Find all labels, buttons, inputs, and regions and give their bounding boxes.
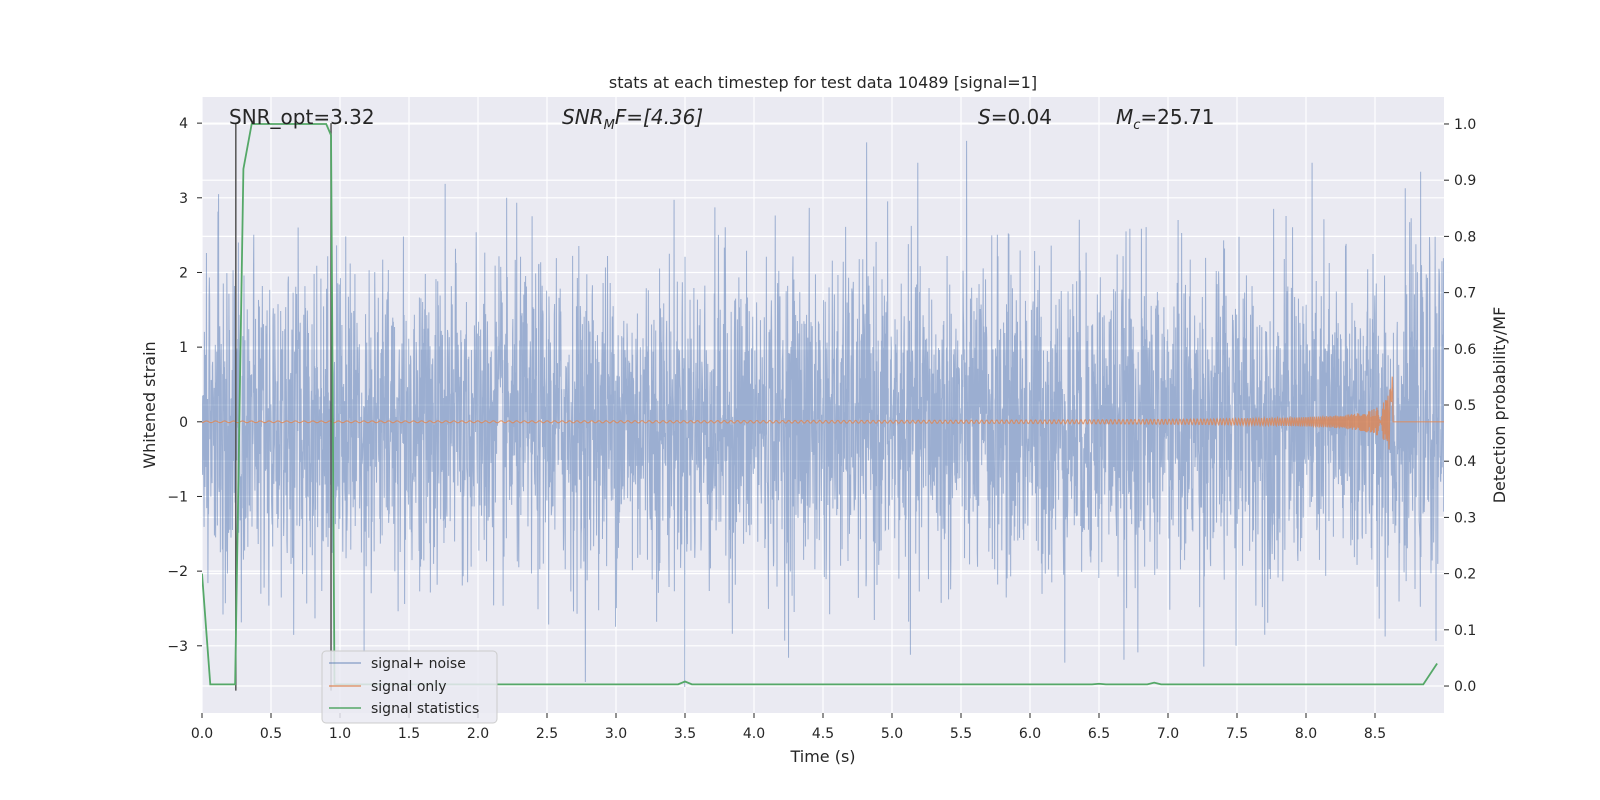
y-left-tick-label: 0: [179, 415, 188, 431]
tick-labels: 0.0 0.5 1.0 1.5 2.0 2.5 3.0 3.5 4.0 4.5 5.0 5.5 6.0 6…: [167, 116, 1476, 742]
series-signal-noise-line: [202, 140, 1444, 687]
legend: signal+ noise signal only signal statist…: [321, 650, 498, 724]
annotation-mc-base: M: [1116, 105, 1133, 129]
annotation-snr-mf-base: SNR: [562, 105, 604, 129]
y-right-tick-label: 0.8: [1454, 229, 1476, 245]
y-right-tick-label: 0.2: [1454, 567, 1476, 583]
x-tick-label: 5.0: [881, 726, 903, 742]
data-series-layer: [202, 123, 1444, 691]
series-signal-statistics-line: [202, 123, 1438, 686]
annotation-mc-sub: c: [1133, 118, 1140, 133]
x-tick-label: 3.0: [605, 726, 627, 742]
x-tick-label: 7.0: [1157, 726, 1179, 742]
x-tick-label: 1.0: [329, 726, 351, 742]
legend-label-signal-noise: signal+ noise: [371, 656, 466, 672]
x-tick-label: 0.0: [191, 726, 213, 742]
x-tick-label: 1.5: [398, 726, 420, 742]
annotation-snr-mf-sub: M: [604, 118, 615, 133]
x-tick-label: 8.0: [1295, 726, 1317, 742]
legend-box: [321, 650, 498, 724]
y-left-tick-label: 3: [179, 191, 188, 207]
annotation-s-rest: =0.04: [991, 105, 1052, 129]
annotation-s-italic: S: [978, 105, 991, 129]
y-left-tick-label: 2: [179, 265, 188, 281]
annotation-mc-rest: =25.71: [1140, 105, 1214, 129]
annotation-snr-mf-rest: F=[4.36]: [615, 105, 703, 129]
y-left-tick-label: −3: [167, 639, 188, 655]
legend-label-signal-statistics: signal statistics: [371, 701, 479, 717]
y-right-tick-label: 0.0: [1454, 679, 1476, 695]
x-tick-label: 3.5: [674, 726, 696, 742]
y-right-tick-label: 1.0: [1454, 117, 1476, 133]
annotation-snr-mf: SNRMF=[4.36]: [562, 105, 703, 133]
y-left-tick-label: 1: [179, 340, 188, 356]
y-right-tick-label: 0.1: [1454, 623, 1476, 639]
x-tick-label: 4.0: [743, 726, 765, 742]
y-right-tick-label: 0.9: [1454, 173, 1476, 189]
legend-label-signal-only: signal only: [371, 679, 446, 695]
y-left-tick-label: −2: [167, 564, 188, 580]
x-tick-label: 4.5: [812, 726, 834, 742]
x-tick-label: 8.5: [1364, 726, 1386, 742]
x-tick-label: 7.5: [1226, 726, 1248, 742]
chart-title: stats at each timestep for test data 104…: [609, 73, 1037, 92]
y-right-tick-label: 0.4: [1454, 454, 1476, 470]
annotation-snr-opt: SNR_opt=3.32: [229, 105, 375, 129]
x-axis-label: Time (s): [789, 747, 855, 766]
y-right-tick-label: 0.6: [1454, 342, 1476, 358]
y-left-tick-label: −1: [167, 489, 188, 505]
y-right-tick-label: 0.3: [1454, 510, 1476, 526]
x-tick-label: 6.0: [1019, 726, 1041, 742]
y-axis-right-label: Detection probability/MF: [1490, 307, 1509, 504]
y-right-tick-label: 0.7: [1454, 286, 1476, 302]
annotation-s: S=0.04: [978, 105, 1052, 129]
y-right-tick-label: 0.5: [1454, 398, 1476, 414]
x-tick-label: 6.5: [1088, 726, 1110, 742]
y-axis-left-label: Whitened strain: [140, 341, 159, 468]
x-tick-label: 2.5: [536, 726, 558, 742]
x-tick-label: 5.5: [950, 726, 972, 742]
annotation-mc: Mc=25.71: [1116, 105, 1214, 133]
series-signal-only-line: [202, 376, 1444, 450]
x-tick-label: 2.0: [467, 726, 489, 742]
y-left-tick-label: 4: [179, 116, 188, 132]
x-tick-label: 0.5: [260, 726, 282, 742]
